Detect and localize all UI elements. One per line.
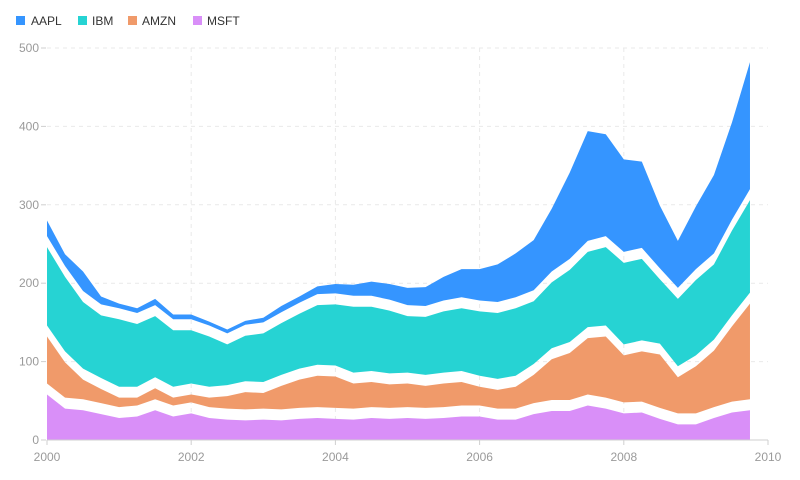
legend-item-ibm: IBM — [78, 14, 113, 28]
area-ibm — [47, 200, 750, 387]
x-tick-label: 2010 — [755, 450, 782, 464]
y-tick-label: 0 — [32, 433, 39, 447]
x-tick-label: 2002 — [178, 450, 205, 464]
area-msft — [47, 394, 750, 440]
x-tick-label: 2006 — [466, 450, 493, 464]
legend-item-amzn: AMZN — [128, 14, 176, 28]
legend-label: MSFT — [207, 14, 240, 28]
x-tick-label: 2008 — [610, 450, 637, 464]
legend-label: AAPL — [31, 14, 62, 28]
legend-item-aapl: AAPL — [16, 14, 62, 28]
legend-label: AMZN — [142, 14, 176, 28]
legend-swatch-aapl — [16, 16, 25, 25]
y-tick-label: 200 — [19, 276, 39, 290]
y-tick-label: 400 — [19, 119, 39, 133]
x-tick-label: 2004 — [322, 450, 349, 464]
legend-label: IBM — [92, 14, 113, 28]
legend-swatch-msft — [193, 16, 202, 25]
y-tick-label: 300 — [19, 198, 39, 212]
x-tick-label: 2000 — [34, 450, 61, 464]
y-tick-label: 500 — [19, 41, 39, 55]
legend-item-msft: MSFT — [193, 14, 240, 28]
legend-swatch-amzn — [128, 16, 137, 25]
area-amzn — [47, 303, 750, 414]
y-tick-label: 100 — [19, 355, 39, 369]
legend-swatch-ibm — [78, 16, 87, 25]
area-aapl — [47, 62, 750, 334]
